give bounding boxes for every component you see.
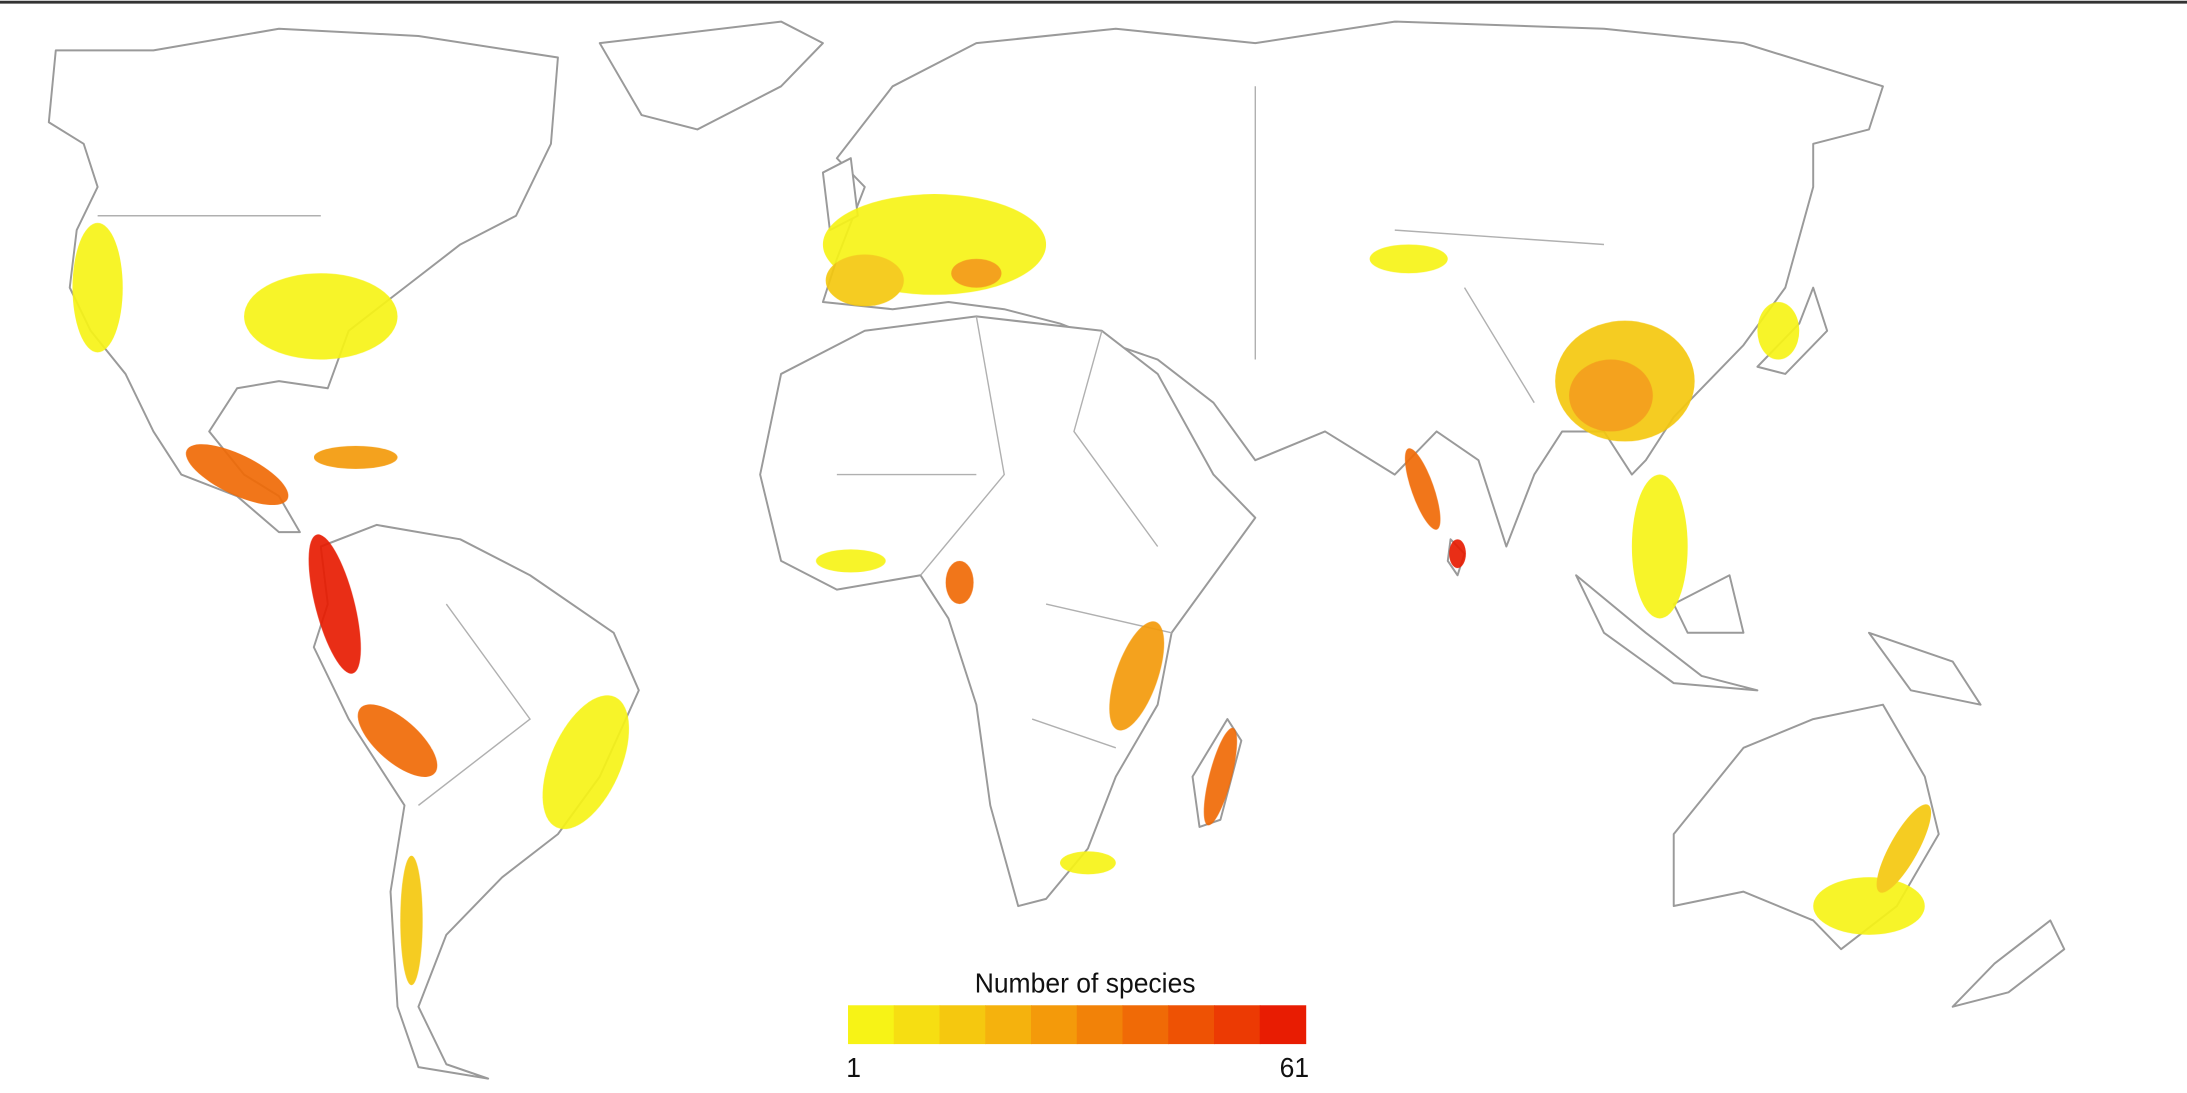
richness-east-australia bbox=[1876, 804, 1932, 893]
greenland bbox=[598, 20, 824, 131]
richness-cameroon bbox=[945, 560, 974, 605]
richness-caribbean bbox=[313, 445, 398, 469]
richness-madagascar bbox=[1203, 727, 1238, 826]
richness-sri-lanka bbox=[1449, 539, 1466, 569]
country-borders bbox=[97, 86, 1605, 806]
richness-chile bbox=[400, 855, 423, 986]
richness-china-core bbox=[1569, 359, 1653, 432]
richness-eastern-us bbox=[244, 273, 398, 360]
legend-swatch bbox=[848, 1005, 895, 1045]
richness-western-us bbox=[72, 222, 123, 353]
legend-swatch bbox=[1031, 1005, 1078, 1045]
richness-central-america bbox=[185, 444, 289, 505]
indonesia bbox=[1575, 574, 1982, 706]
richness-japan bbox=[1757, 302, 1800, 360]
richness-se-australia bbox=[1813, 877, 1925, 935]
legend-swatch bbox=[1122, 1005, 1169, 1045]
legend: Number of species 1 61 bbox=[846, 968, 1309, 1083]
richness-andes-central bbox=[357, 704, 438, 777]
richness-se-asia bbox=[1631, 474, 1688, 619]
legend-swatch bbox=[939, 1005, 986, 1045]
new-zealand bbox=[1951, 919, 2066, 1008]
legend-min: 1 bbox=[846, 1053, 861, 1083]
richness-italy bbox=[951, 258, 1002, 288]
land-outlines bbox=[47, 20, 2066, 1080]
legend-max: 61 bbox=[1280, 1053, 1309, 1083]
richness-south-africa bbox=[1060, 851, 1116, 875]
legend-swatch bbox=[893, 1005, 941, 1045]
richness-western-ghats bbox=[1404, 448, 1441, 530]
south-america bbox=[312, 523, 640, 1080]
legend-swatch bbox=[1259, 1005, 1307, 1045]
richness-andes-north bbox=[308, 534, 361, 674]
richness-iberia bbox=[825, 254, 904, 307]
richness-east-africa bbox=[1109, 621, 1165, 731]
africa bbox=[759, 315, 1257, 908]
richness-west-africa bbox=[815, 549, 886, 573]
legend-title: Number of species bbox=[975, 968, 1196, 998]
species-richness bbox=[72, 194, 1932, 986]
richness-atlantic-forest bbox=[542, 695, 630, 830]
legend-swatch bbox=[1168, 1005, 1215, 1045]
legend-swatch bbox=[985, 1005, 1032, 1045]
legend-swatch bbox=[1076, 1005, 1124, 1045]
richness-central-asia bbox=[1369, 244, 1448, 274]
legend-swatch bbox=[1214, 1005, 1261, 1045]
